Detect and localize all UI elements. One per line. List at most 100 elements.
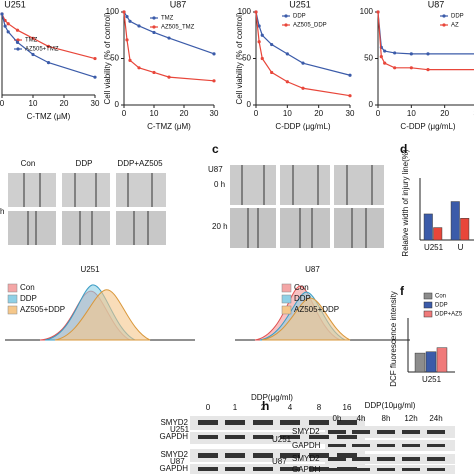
legend-swatch bbox=[7, 283, 18, 293]
legend-label: DDP bbox=[20, 294, 37, 303]
lane-label: 24h bbox=[429, 414, 442, 423]
data-point bbox=[6, 30, 10, 34]
legend-marker bbox=[16, 47, 20, 51]
legend-swatch bbox=[281, 283, 292, 293]
x-tick-label: 0 bbox=[0, 99, 5, 108]
bar bbox=[460, 218, 470, 241]
bar bbox=[425, 351, 437, 373]
cell-label: U251 bbox=[272, 435, 292, 444]
data-point bbox=[285, 52, 289, 56]
bar bbox=[436, 347, 448, 373]
legend-marker bbox=[152, 25, 156, 29]
legend-label: AZ505+DDP bbox=[294, 305, 339, 314]
legend-label: Con bbox=[20, 283, 35, 292]
protein-label: GAPDH bbox=[292, 465, 321, 474]
legend-label: DDP+AZ5 bbox=[435, 312, 463, 318]
data-point bbox=[260, 56, 264, 61]
legend-swatch bbox=[7, 294, 18, 304]
cell-label: U87 bbox=[170, 457, 185, 466]
flow-title: U251 bbox=[80, 265, 100, 274]
data-point bbox=[409, 52, 413, 56]
x-axis-label: C-TMZ (μM) bbox=[147, 122, 191, 131]
data-point bbox=[6, 22, 10, 26]
data-point bbox=[426, 52, 430, 56]
data-point bbox=[348, 94, 352, 98]
y-tick-label: 100 bbox=[106, 7, 120, 16]
lane-label: 2 bbox=[261, 403, 266, 412]
time-label: 20 h bbox=[212, 222, 228, 231]
data-point bbox=[393, 66, 397, 70]
bar bbox=[423, 213, 433, 241]
x-tick-label: 0 bbox=[376, 109, 381, 118]
x-tick-label: 20 bbox=[60, 99, 69, 108]
legend-label: AZ505+TMZ bbox=[25, 47, 59, 53]
data-point bbox=[167, 75, 171, 79]
time-label: 0 h bbox=[214, 180, 225, 189]
legend-label: AZ505_TMZ bbox=[161, 25, 195, 31]
migration-images bbox=[8, 165, 384, 248]
flow-histograms bbox=[5, 284, 410, 341]
lane-label: 12h bbox=[404, 414, 417, 423]
x-tick-label: 20 bbox=[180, 109, 189, 118]
data-point bbox=[128, 19, 132, 23]
legend-marker bbox=[284, 14, 288, 18]
y-axis-label: Cell viability (% of control) bbox=[103, 12, 112, 104]
data-point bbox=[260, 33, 264, 37]
legend-label: AZ505+DDP bbox=[20, 305, 65, 314]
data-point bbox=[383, 61, 387, 65]
legend-marker bbox=[442, 23, 446, 27]
panel-letter: c bbox=[212, 142, 219, 156]
protein-label: SMYD2 bbox=[160, 418, 188, 427]
y-tick-label: 50 bbox=[110, 54, 119, 63]
x-axis-label: C-DDP (μg/mL) bbox=[400, 122, 455, 131]
blot-treatment: DDP(10μg/ml) bbox=[365, 401, 416, 410]
data-point bbox=[137, 24, 141, 28]
y-tick-label: 50 bbox=[364, 54, 373, 63]
chart-title: U87 bbox=[428, 0, 445, 9]
x-tick-label: 30 bbox=[210, 109, 219, 118]
data-point bbox=[31, 36, 35, 40]
legend-label: DDP bbox=[435, 303, 448, 309]
series-line bbox=[255, 11, 351, 76]
lane-label: 4 bbox=[288, 403, 293, 412]
data-point bbox=[137, 66, 141, 70]
y-tick-label: 0 bbox=[115, 100, 120, 109]
x-tick-label: 0 bbox=[122, 109, 127, 118]
data-point bbox=[393, 51, 397, 55]
legend-marker bbox=[152, 16, 156, 20]
protein-label: GAPDH bbox=[292, 441, 321, 450]
x-tick-label: 30 bbox=[91, 99, 100, 108]
y-tick-label: 0 bbox=[247, 100, 252, 109]
column-label: DDP+AZ505 bbox=[117, 159, 163, 168]
x-tick-label: U bbox=[458, 243, 464, 252]
data-point bbox=[376, 10, 380, 14]
data-point bbox=[128, 58, 132, 62]
protein-label: GAPDH bbox=[160, 432, 189, 441]
legend-label: DDP bbox=[293, 14, 306, 20]
data-point bbox=[46, 44, 51, 49]
panel-letter: f bbox=[400, 284, 405, 298]
legend-label: Con bbox=[294, 283, 309, 292]
y-tick-label: 100 bbox=[360, 7, 374, 16]
protein-label: GAPDH bbox=[160, 464, 189, 473]
legend-swatch bbox=[423, 301, 433, 309]
lane-label: 8 bbox=[317, 403, 322, 412]
bar bbox=[433, 227, 443, 241]
protein-label: SMYD2 bbox=[160, 450, 188, 459]
data-point bbox=[15, 40, 20, 44]
data-point bbox=[301, 86, 305, 90]
lane-label: 1 bbox=[233, 403, 238, 412]
y-axis-label: Relative width of injury line(%) bbox=[401, 149, 410, 256]
data-point bbox=[167, 36, 171, 40]
y-tick-label: 0 bbox=[369, 100, 374, 109]
legend-swatch bbox=[7, 305, 18, 315]
data-point bbox=[31, 52, 35, 57]
data-point bbox=[15, 28, 20, 32]
blot-bands bbox=[190, 416, 455, 474]
legend-label: TMZ bbox=[161, 16, 174, 22]
lane-label: 16 bbox=[343, 403, 352, 412]
x-tick-label: 10 bbox=[283, 109, 292, 118]
cell-label: U87 bbox=[272, 457, 287, 466]
legend-label: AZ bbox=[451, 23, 459, 29]
